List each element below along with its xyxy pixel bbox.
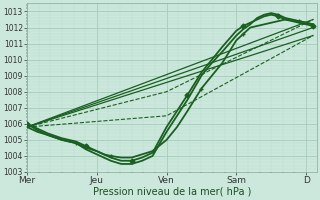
X-axis label: Pression niveau de la mer( hPa ): Pression niveau de la mer( hPa ) [92,187,251,197]
